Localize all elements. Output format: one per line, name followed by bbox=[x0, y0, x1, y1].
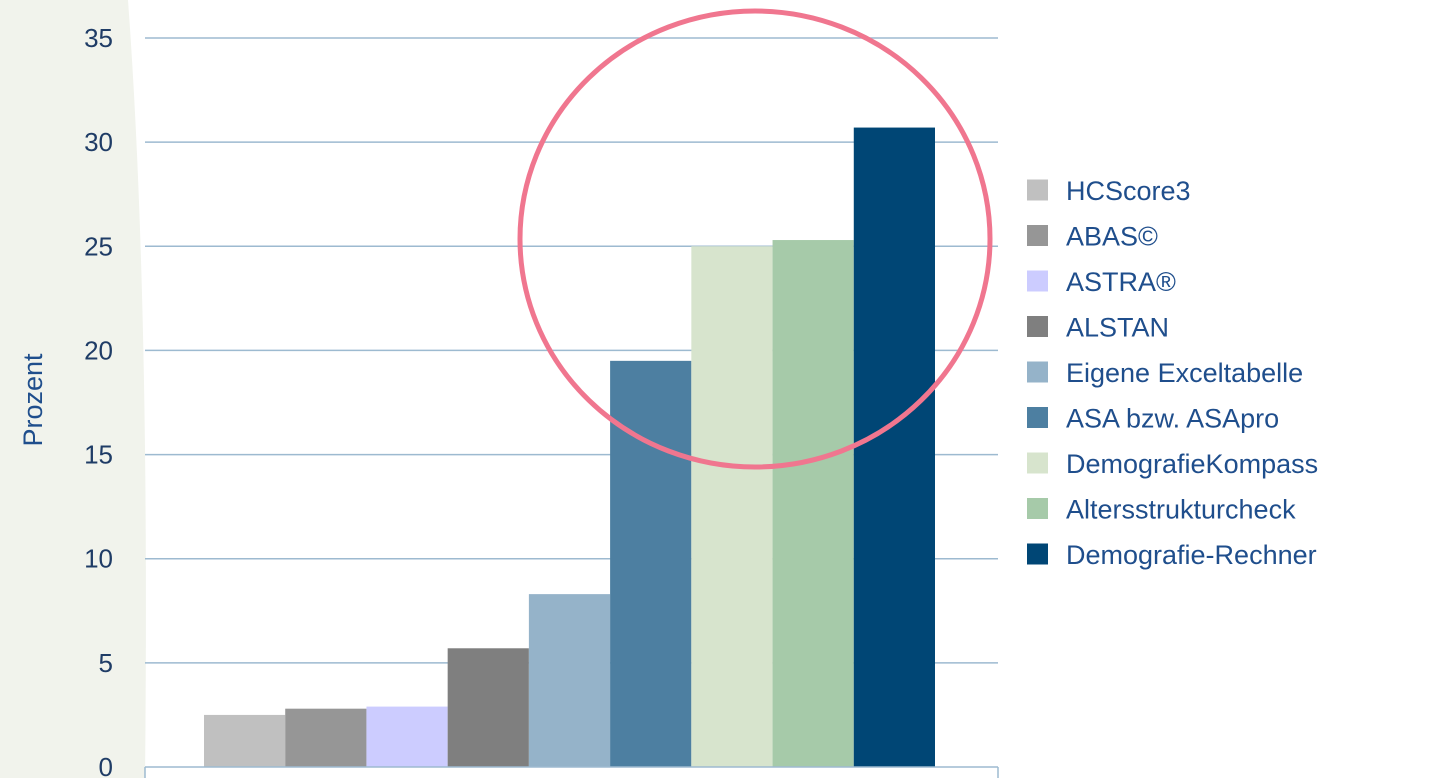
bar bbox=[772, 240, 854, 768]
y-tick-label: 35 bbox=[84, 23, 113, 53]
bar bbox=[853, 127, 935, 767]
bar bbox=[691, 246, 773, 768]
legend-label: ASA bzw. ASApro bbox=[1066, 404, 1279, 434]
y-tick-labels: 0 5 10 15 20 25 30 35 bbox=[84, 23, 113, 778]
y-axis-title: Prozent bbox=[18, 353, 48, 447]
bars bbox=[204, 127, 935, 768]
legend-label: Demografie-Rechner bbox=[1066, 540, 1317, 570]
legend-swatch bbox=[1027, 270, 1048, 292]
bar bbox=[204, 714, 286, 767]
legend-swatch bbox=[1027, 316, 1048, 337]
legend-swatch bbox=[1027, 452, 1048, 474]
legend-swatch bbox=[1027, 361, 1048, 383]
legend-swatch bbox=[1027, 407, 1048, 428]
legend-label: ASTRA® bbox=[1066, 267, 1176, 297]
legend-label: ALSTAN bbox=[1066, 313, 1169, 343]
y-tick-label: 10 bbox=[84, 544, 113, 574]
y-tick-label: 15 bbox=[84, 440, 113, 470]
bar bbox=[610, 360, 692, 767]
legend-label: HCScore3 bbox=[1066, 176, 1191, 206]
y-tick-label: 0 bbox=[99, 752, 113, 778]
legend-label: Eigene Exceltabelle bbox=[1066, 358, 1303, 388]
bar bbox=[528, 594, 611, 767]
legend-swatch bbox=[1027, 225, 1048, 246]
legend-swatch bbox=[1027, 543, 1048, 565]
highlight-circle bbox=[517, 8, 993, 470]
y-tick-label: 20 bbox=[84, 335, 113, 365]
legend-swatch bbox=[1027, 179, 1048, 201]
y-tick-label: 5 bbox=[99, 648, 113, 678]
bar bbox=[285, 708, 367, 767]
legend-label: ABAS© bbox=[1066, 222, 1158, 252]
bar bbox=[447, 648, 529, 767]
y-tick-label: 30 bbox=[84, 127, 113, 157]
bar bbox=[366, 706, 448, 767]
legend-label: Altersstrukturcheck bbox=[1066, 495, 1296, 525]
legend-label: DemografieKompass bbox=[1066, 449, 1318, 479]
background-band bbox=[0, 0, 146, 778]
legend-swatch bbox=[1027, 498, 1048, 519]
legend: HCScore3 ABAS© ASTRA® ALSTAN Eigene Exceltab… bbox=[1027, 176, 1318, 570]
y-tick-label: 25 bbox=[84, 231, 113, 261]
